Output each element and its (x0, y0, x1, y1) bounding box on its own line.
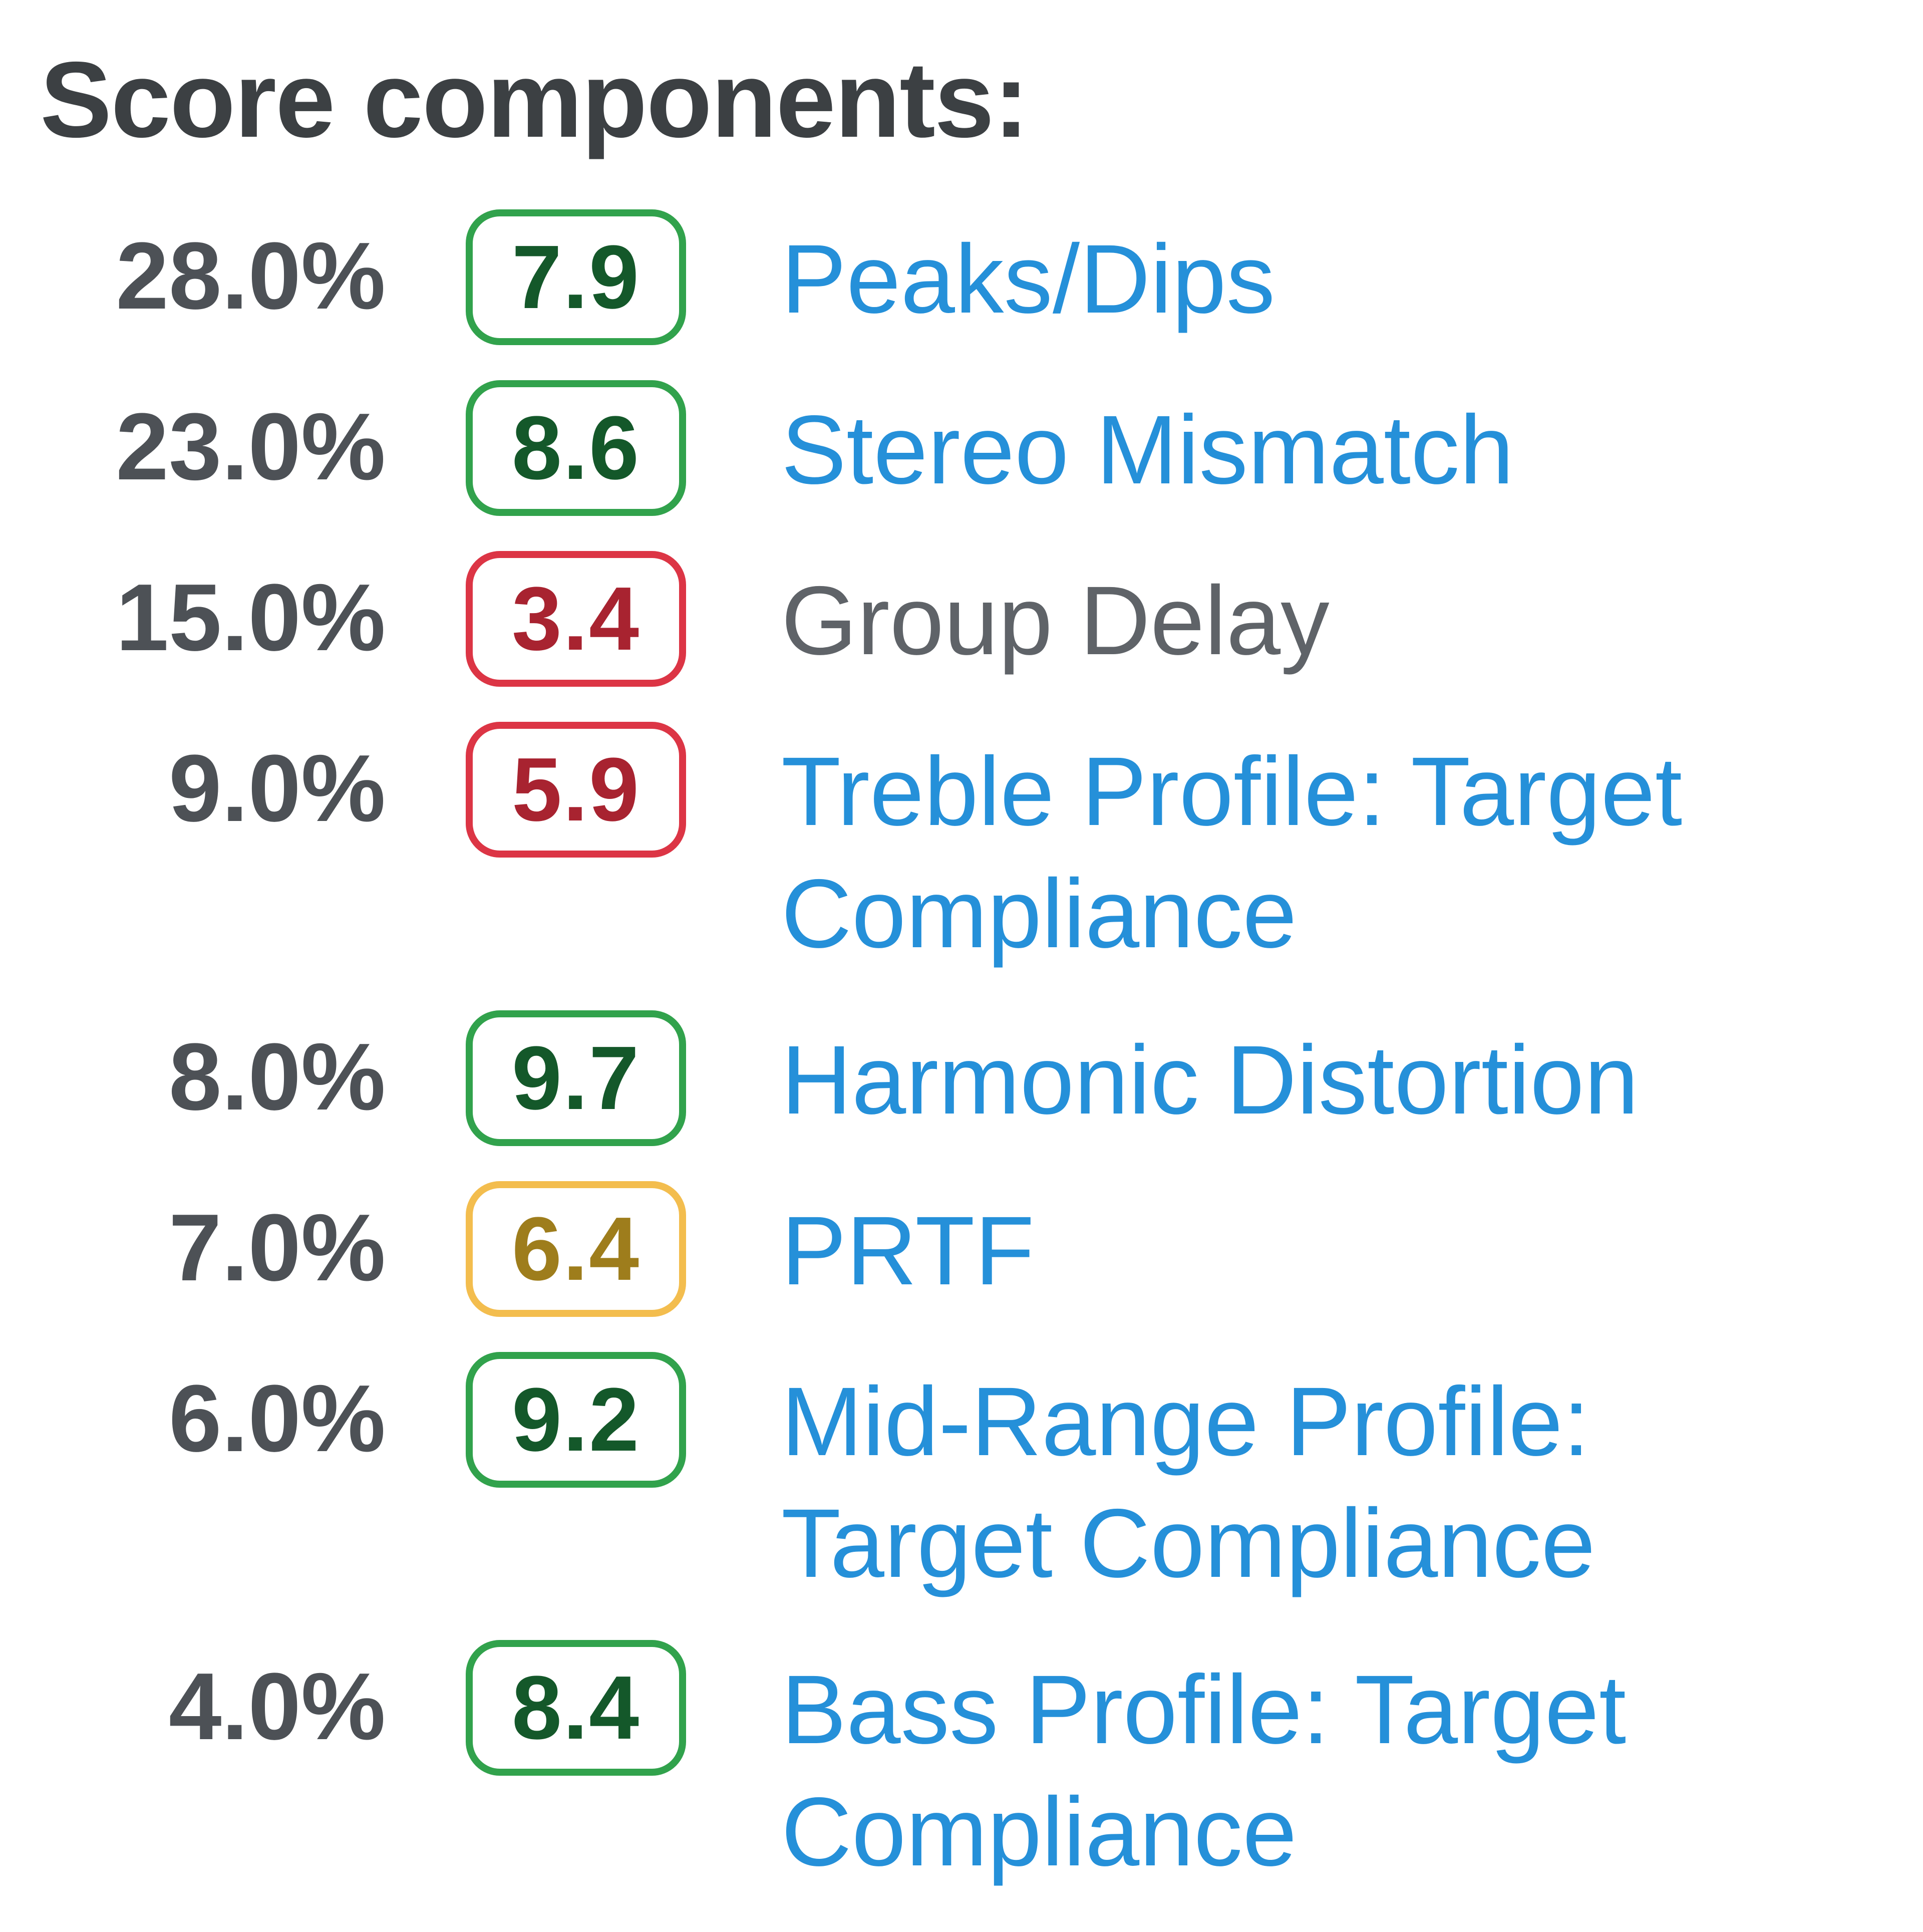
component-label-link[interactable]: Harmonic Distortion (781, 1025, 1639, 1135)
score-badge-column: 9.2 (431, 1351, 721, 1488)
score-component-row: 4.0% 8.4 Bass Profile: Target Compliance (40, 1640, 1883, 1893)
component-weight: 4.0% (168, 1653, 386, 1760)
component-weight: 9.0% (168, 735, 386, 842)
score-badge: 9.7 (465, 1010, 687, 1146)
component-label-link[interactable]: Mid-Range Profile: Target Compliance (781, 1366, 1595, 1598)
component-label-plain: Group Delay (781, 566, 1330, 675)
component-weight: 7.0% (168, 1194, 386, 1301)
component-label-link[interactable]: Peaks/Dips (781, 224, 1275, 334)
score-components-panel: Score components: 28.0% 7.9 Peaks/Dips 2… (40, 39, 1883, 1893)
score-component-row: 15.0% 3.4 Group Delay (40, 551, 1883, 687)
score-badge-column: 9.7 (431, 1010, 721, 1146)
score-component-row: 23.0% 8.6 Stereo Mismatch (40, 380, 1883, 516)
score-component-row: 7.0% 6.4 PRTF (40, 1181, 1883, 1317)
score-badge: 3.4 (465, 551, 687, 687)
score-badge-column: 8.4 (431, 1640, 721, 1776)
score-badge: 8.4 (465, 1640, 687, 1776)
component-weight: 6.0% (168, 1365, 386, 1472)
score-badge: 9.2 (465, 1351, 687, 1488)
score-badge-column: 8.6 (431, 380, 721, 516)
component-weight: 28.0% (116, 223, 386, 329)
score-badge: 6.4 (465, 1181, 687, 1317)
score-badge-column: 3.4 (431, 551, 721, 687)
score-badge-column: 7.9 (431, 209, 721, 345)
score-components-title: Score components: (40, 39, 1029, 160)
component-label-link[interactable]: PRTF (781, 1196, 1035, 1305)
component-label-link[interactable]: Bass Profile: Target Compliance (781, 1655, 1627, 1886)
component-weight: 8.0% (168, 1023, 386, 1130)
score-component-row: 28.0% 7.9 Peaks/Dips (40, 209, 1883, 345)
score-component-row: 6.0% 9.2 Mid-Range Profile: Target Compl… (40, 1351, 1883, 1605)
score-badge-column: 6.4 (431, 1181, 721, 1317)
score-badge-column: 5.9 (431, 722, 721, 858)
component-weight: 15.0% (116, 565, 386, 671)
component-label-link[interactable]: Treble Profile: Target Compliance (781, 737, 1683, 968)
score-components-list: 28.0% 7.9 Peaks/Dips 23.0% 8.6 Stereo Mi… (40, 209, 1883, 1893)
component-weight: 23.0% (116, 394, 386, 500)
score-component-row: 8.0% 9.7 Harmonic Distortion (40, 1010, 1883, 1146)
score-badge: 7.9 (465, 209, 687, 345)
score-badge: 8.6 (465, 380, 687, 516)
component-label-link[interactable]: Stereo Mismatch (781, 395, 1514, 504)
score-badge: 5.9 (465, 722, 687, 858)
score-component-row: 9.0% 5.9 Treble Profile: Target Complian… (40, 722, 1883, 975)
